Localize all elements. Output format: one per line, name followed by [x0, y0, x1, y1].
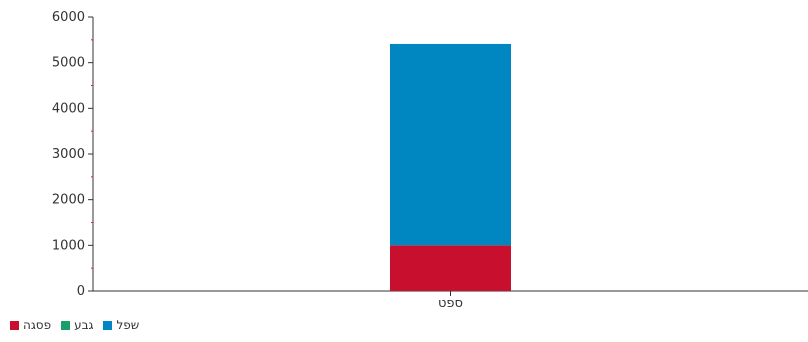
- y-tick-label: 5000: [52, 56, 85, 71]
- legend-item-hill[interactable]: גבע: [61, 318, 93, 332]
- x-axis: ספט: [93, 290, 808, 311]
- bar-segment[interactable]: [390, 245, 511, 291]
- y-tick-label: 0: [77, 284, 85, 299]
- bar-segment[interactable]: [390, 43, 511, 246]
- legend-label-peak: פסגה: [23, 318, 52, 332]
- y-tick-label: 6000: [52, 10, 85, 25]
- bars-layer: [390, 43, 511, 291]
- chart-legend: פסגה גבע שפל: [10, 318, 139, 332]
- y-tick-label: 4000: [52, 101, 85, 116]
- legend-label-low: שפל: [116, 318, 140, 332]
- y-tick-label: 1000: [52, 238, 85, 253]
- x-tick-label: ספט: [438, 296, 463, 311]
- y-tick-label: 2000: [52, 193, 85, 208]
- legend-item-low[interactable]: שפל: [103, 318, 139, 332]
- legend-swatch-peak: [10, 320, 19, 330]
- y-axis: 0 1000 2000 3000 4000 5000 6000: [52, 10, 94, 299]
- legend-label-hill: גבע: [74, 318, 94, 332]
- legend-item-peak[interactable]: פסגה: [10, 318, 51, 332]
- y-tick-label: 3000: [52, 147, 85, 162]
- legend-swatch-hill: [61, 320, 71, 330]
- legend-swatch-low: [103, 320, 113, 330]
